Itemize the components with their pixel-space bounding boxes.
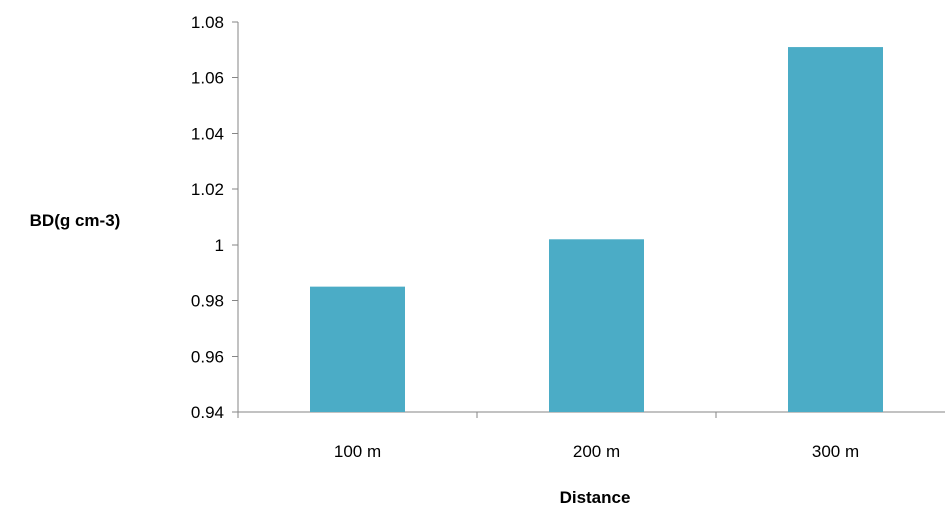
y-tick-label: 0.94 <box>191 403 224 422</box>
y-tick-label: 1.06 <box>191 69 224 88</box>
bar-200-m <box>549 239 644 412</box>
y-axis: 0.94 0.96 0.98 1 1.02 1.04 1.06 1.08 <box>191 13 239 422</box>
bar-100-m <box>310 286 405 412</box>
bar-300-m <box>788 47 883 412</box>
y-tick-label: 1 <box>215 236 224 255</box>
y-tick-label: 1.04 <box>191 124 224 143</box>
x-axis: 100 m 200 m 300 m <box>237 411 945 461</box>
bar-series <box>310 47 883 412</box>
y-tick-label: 0.96 <box>191 347 224 366</box>
y-tick-label: 1.02 <box>191 180 224 199</box>
x-axis-title: Distance <box>560 488 631 507</box>
x-tick-label: 200 m <box>573 442 620 461</box>
y-tick-label: 1.08 <box>191 13 224 32</box>
x-tick-label: 300 m <box>812 442 859 461</box>
x-tick-label: 100 m <box>334 442 381 461</box>
y-axis-title: BD(g cm-3) <box>30 211 121 230</box>
y-tick-label: 0.98 <box>191 292 224 311</box>
